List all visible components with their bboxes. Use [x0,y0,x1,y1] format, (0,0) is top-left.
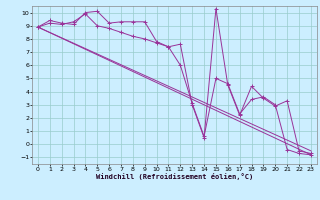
X-axis label: Windchill (Refroidissement éolien,°C): Windchill (Refroidissement éolien,°C) [96,173,253,180]
